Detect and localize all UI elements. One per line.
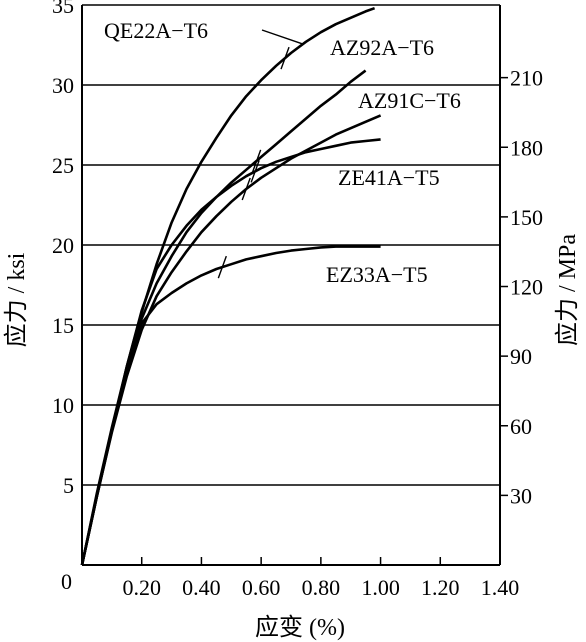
y-tick-label-6: 35 bbox=[52, 0, 74, 18]
leader-qe22a-t6 bbox=[261, 29, 304, 45]
x-tick-label-3: 0.80 bbox=[302, 575, 341, 600]
x-tick-label-1: 0.40 bbox=[182, 575, 221, 600]
y2-tick-label-2: 90 bbox=[510, 344, 532, 369]
y2-tick-label-6: 210 bbox=[510, 66, 543, 91]
origin-label: 0 bbox=[61, 569, 72, 594]
yield-mark-1 bbox=[252, 149, 262, 173]
x-axis-title: 应变 (%) bbox=[255, 614, 345, 641]
grid-lines bbox=[82, 4, 500, 486]
y2-tick-label-1: 60 bbox=[510, 414, 532, 439]
tick-labels: 0.20 0.40 0.60 0.80 1.00 1.20 1.40 0 5 10 15 20 25 30… bbox=[52, 0, 543, 600]
y-axis-title-left: 应力 / ksi bbox=[3, 252, 30, 347]
yield-mark-0 bbox=[280, 46, 290, 70]
x-tick-label-6: 1.40 bbox=[481, 575, 520, 600]
y-axis-title-right: 应力 / MPa bbox=[554, 234, 581, 346]
y-tick-label-0: 5 bbox=[63, 473, 74, 498]
y-tick-label-4: 25 bbox=[52, 153, 74, 178]
y2-tick-label-0: 30 bbox=[510, 483, 532, 508]
series-label-az92a-t6: AZ92A−T6 bbox=[330, 35, 434, 60]
yield-mark-4 bbox=[217, 255, 227, 279]
series-label-qe22a-t6: QE22A−T6 bbox=[104, 18, 208, 43]
x-tick-label-5: 1.20 bbox=[421, 575, 460, 600]
x-tick-label-0: 0.20 bbox=[122, 575, 161, 600]
series-label-ze41a-t5: ZE41A−T5 bbox=[338, 165, 440, 190]
y2-tick-label-3: 120 bbox=[510, 275, 543, 300]
yield-marks bbox=[217, 46, 290, 279]
y2-tick-label-5: 180 bbox=[510, 135, 543, 160]
series-line-1 bbox=[80, 69, 367, 566]
y2-tick-label-4: 150 bbox=[510, 205, 543, 230]
axes bbox=[81, 5, 508, 566]
series-label-ez33a-t5: EZ33A−T5 bbox=[326, 262, 428, 287]
yield-mark-2 bbox=[241, 177, 251, 201]
series-line-4 bbox=[80, 245, 381, 566]
curves bbox=[80, 6, 382, 566]
x-tick-label-2: 0.60 bbox=[242, 575, 281, 600]
series-label-az91c-t6: AZ91C−T6 bbox=[358, 88, 461, 113]
y-tick-label-1: 10 bbox=[52, 393, 74, 418]
yield-mark-3 bbox=[250, 160, 260, 183]
label-leaders bbox=[261, 29, 304, 45]
y-tick-label-5: 30 bbox=[52, 73, 74, 98]
series-line-2 bbox=[80, 114, 382, 566]
x-tick-label-4: 1.00 bbox=[361, 575, 400, 600]
y-tick-label-3: 20 bbox=[52, 233, 74, 258]
series-line-3 bbox=[80, 138, 381, 566]
y-tick-label-2: 15 bbox=[52, 313, 74, 338]
